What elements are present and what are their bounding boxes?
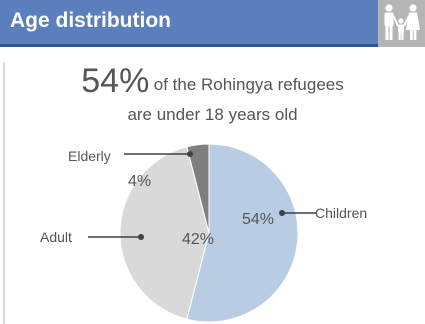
category-label-children: Children xyxy=(315,205,367,221)
family-icon xyxy=(384,4,420,40)
data-label-elderly: 4% xyxy=(128,173,151,190)
pie-slice-children xyxy=(186,143,299,323)
headline-subline: are under 18 years old xyxy=(127,105,298,124)
callout-dot-adult xyxy=(138,234,144,240)
headline-percent: 54% xyxy=(81,62,150,100)
callout-dot-elderly xyxy=(187,151,193,157)
data-label-children: 54% xyxy=(242,211,274,228)
section-title: Age distribution xyxy=(10,9,171,32)
data-label-adult: 42% xyxy=(182,231,214,248)
headline-text: of the Rohingya refugees xyxy=(153,75,344,94)
category-label-elderly: Elderly xyxy=(68,148,111,164)
callout-dot-children xyxy=(279,210,285,216)
pie-slice-elderly xyxy=(186,143,210,234)
family-icon-box xyxy=(378,0,425,47)
left-rule xyxy=(3,62,5,324)
category-label-adult: Adult xyxy=(40,229,72,245)
pie-slice-adult xyxy=(119,146,210,320)
headline: 54% of the Rohingya refugees xyxy=(0,62,425,101)
section-header: Age distribution xyxy=(0,0,378,47)
